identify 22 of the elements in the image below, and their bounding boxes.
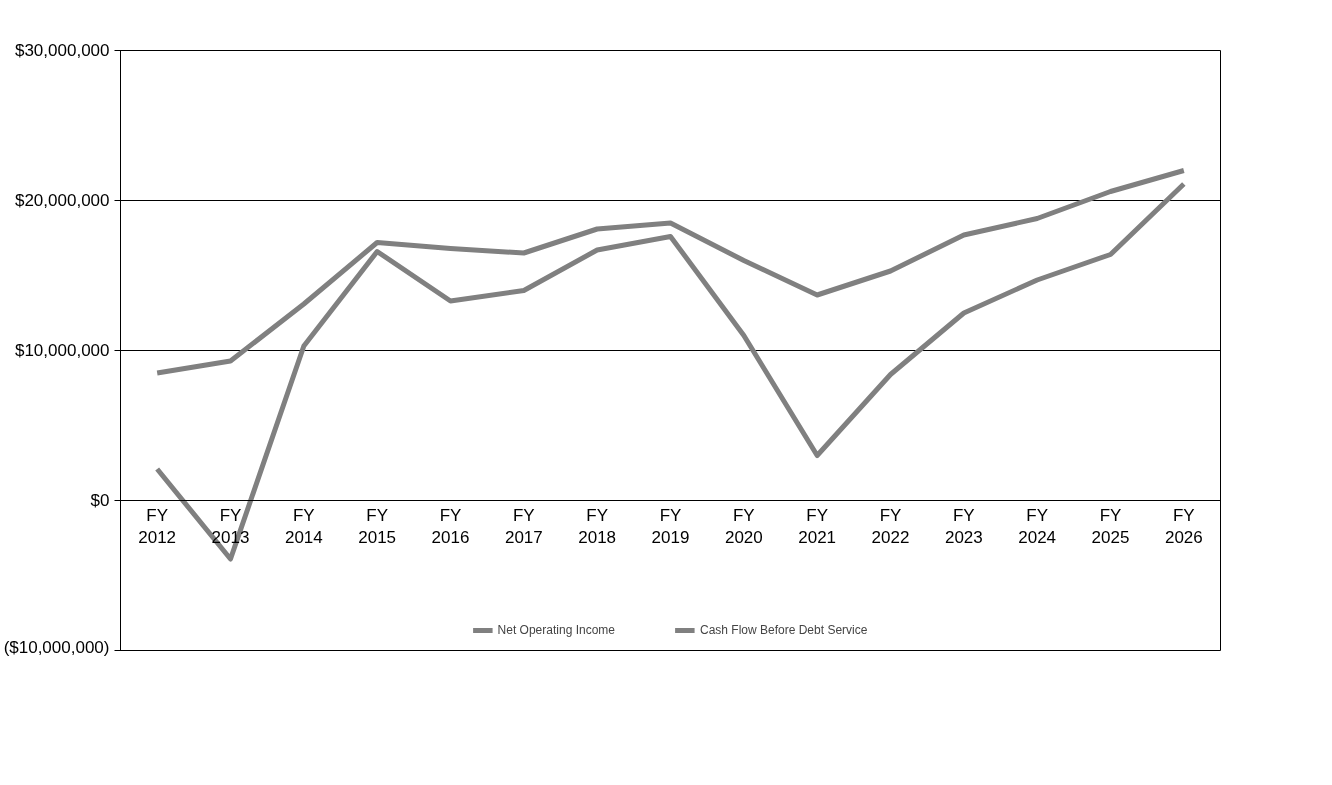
y-tick-label: $20,000,000 (14, 191, 110, 210)
x-tick-label: FY 2016 (431, 505, 470, 548)
x-tick-label: FY 2021 (798, 505, 837, 548)
x-tick-label: FY 2013 (211, 505, 250, 548)
y-tick-label: ($10,000,000) (3, 637, 110, 657)
x-tick-label: FY 2019 (651, 505, 690, 548)
x-tick-label: FY 2012 (138, 505, 177, 548)
y-tick-label: $0 (90, 491, 110, 510)
x-tick-label: FY 2024 (1018, 505, 1057, 548)
legend-label: Cash Flow Before Debt Service (700, 623, 868, 637)
x-tick-label: FY 2015 (358, 505, 397, 548)
x-tick-label: FY 2014 (284, 505, 323, 548)
x-tick-label: FY 2025 (1091, 505, 1130, 548)
y-tick-label: $10,000,000 (14, 341, 110, 360)
legend-label: Net Operating Income (497, 623, 615, 637)
x-tick-label: FY 2017 (504, 505, 543, 548)
x-tick-label: FY 2026 (1164, 505, 1203, 548)
y-tick-label: $30,000,000 (14, 41, 110, 60)
x-tick-label: FY 2018 (578, 505, 617, 548)
x-tick-label: FY 2022 (871, 505, 910, 548)
x-tick-label: FY 2020 (724, 505, 763, 548)
x-tick-label: FY 2023 (944, 505, 983, 548)
